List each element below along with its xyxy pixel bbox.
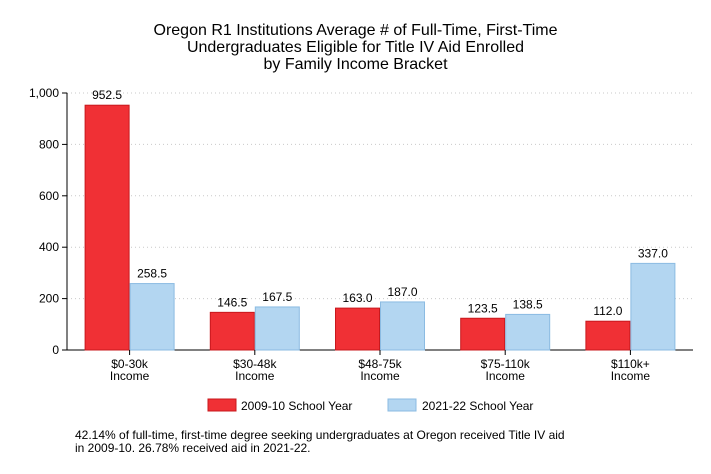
y-tick-label: 800 bbox=[39, 137, 59, 151]
bar bbox=[505, 313, 551, 351]
data-label: 138.5 bbox=[513, 297, 543, 311]
x-tick-label: $110k+ bbox=[611, 357, 650, 371]
bar bbox=[209, 311, 255, 351]
data-label: 187.0 bbox=[387, 285, 417, 299]
data-label: 146.5 bbox=[217, 295, 247, 309]
y-tick-label: 1,000 bbox=[29, 86, 59, 100]
bar bbox=[380, 301, 425, 351]
bar bbox=[129, 283, 175, 351]
x-tick-label: Income bbox=[360, 369, 400, 383]
legend-label: 2021-22 School Year bbox=[422, 399, 533, 413]
y-tick-label: 0 bbox=[52, 343, 59, 357]
x-tick-label: $0-30k bbox=[111, 357, 149, 371]
bar bbox=[460, 317, 506, 351]
x-tick-label: Income bbox=[110, 369, 150, 383]
x-tick-label: $30-48k bbox=[233, 357, 277, 371]
x-tick-label: Income bbox=[611, 369, 651, 383]
x-tick-label: Income bbox=[235, 369, 275, 383]
footnote-line-2: in 2009-10. 26.78% received aid in 2021-… bbox=[75, 441, 311, 455]
legend-swatch bbox=[387, 398, 417, 412]
x-tick-label: Income bbox=[486, 369, 526, 383]
data-label: 258.5 bbox=[137, 267, 167, 281]
footnote-line-1: 42.14% of full-time, first-time degree s… bbox=[75, 428, 565, 442]
data-label: 163.0 bbox=[342, 291, 372, 305]
legend-swatch bbox=[207, 398, 237, 412]
chart-title: Oregon R1 Institutions Average # of Full… bbox=[0, 22, 711, 73]
y-tick-label: 400 bbox=[39, 240, 59, 254]
bar bbox=[84, 104, 130, 351]
bar bbox=[335, 307, 380, 351]
x-tick-label: $48-75k bbox=[358, 357, 402, 371]
data-label: 952.5 bbox=[92, 88, 122, 102]
chart-title-line-1: Oregon R1 Institutions Average # of Full… bbox=[153, 22, 558, 39]
y-tick-label: 200 bbox=[39, 292, 59, 306]
legend-label: 2009-10 School Year bbox=[241, 399, 352, 413]
bar bbox=[254, 306, 300, 351]
footnote: 42.14% of full-time, first-time degree s… bbox=[75, 429, 565, 455]
data-label: 112.0 bbox=[593, 304, 622, 318]
data-label: 337.0 bbox=[638, 246, 668, 260]
y-tick-label: 600 bbox=[39, 189, 59, 203]
bar bbox=[630, 262, 676, 351]
data-label: 167.5 bbox=[262, 290, 292, 304]
chart-title-line-2: Undergraduates Eligible for Title IV Aid… bbox=[186, 39, 525, 56]
chart-title-line-3: by Family Income Bracket bbox=[263, 56, 448, 73]
x-tick-label: $75-110k bbox=[481, 357, 531, 371]
data-label: 123.5 bbox=[468, 301, 498, 315]
bar bbox=[585, 320, 631, 351]
